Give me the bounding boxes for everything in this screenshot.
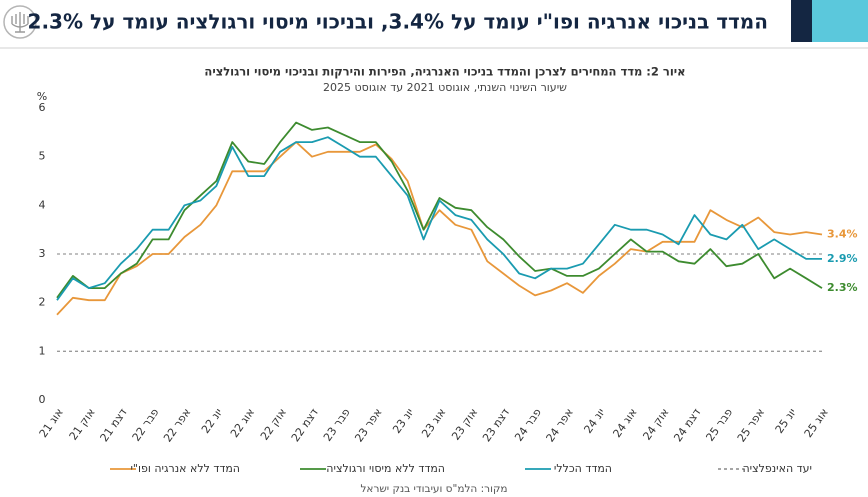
page-title: המדד בניכוי אנרגיה ופו"י עומד על 3.4%, ו… <box>28 10 768 34</box>
value-label: 2.3% <box>827 281 858 294</box>
y-tick-label: 4 <box>39 198 46 211</box>
value-label: 2.9% <box>827 252 858 265</box>
y-tick-label: 0 <box>39 393 46 406</box>
series-line <box>56 121 823 299</box>
header-block <box>812 0 868 42</box>
series-line <box>56 141 823 316</box>
y-tick-label: 6 <box>39 101 46 114</box>
y-tick-label: 2 <box>39 296 46 309</box>
legend-label: המדד ללא אנרגיה ופו"י <box>130 462 240 475</box>
value-label: 3.4% <box>827 228 858 241</box>
source-note: מקור: הלמ"ס ועיבודי בנק ישראל <box>360 483 507 495</box>
logo <box>3 5 37 39</box>
y-tick-label: 5 <box>39 150 46 163</box>
y-axis-unit: % <box>37 90 47 103</box>
legend-label: המדד ללא מיסוי ורגולציה <box>326 462 445 475</box>
y-tick-label: 1 <box>39 344 46 357</box>
chart-subtitle: שיעור השינוי השנתי, אוגוסט 2021 עד אוגוס… <box>323 81 567 94</box>
series-line <box>56 136 822 301</box>
y-tick-label: 3 <box>39 247 46 260</box>
legend-label: המדד הכללי <box>554 462 612 475</box>
legend-label: יעד האינפלציה <box>742 462 812 475</box>
chart-title: איור 2: מדד המחירים לצרכן והמדד בניכוי ה… <box>204 65 685 79</box>
header-strip <box>791 0 812 42</box>
